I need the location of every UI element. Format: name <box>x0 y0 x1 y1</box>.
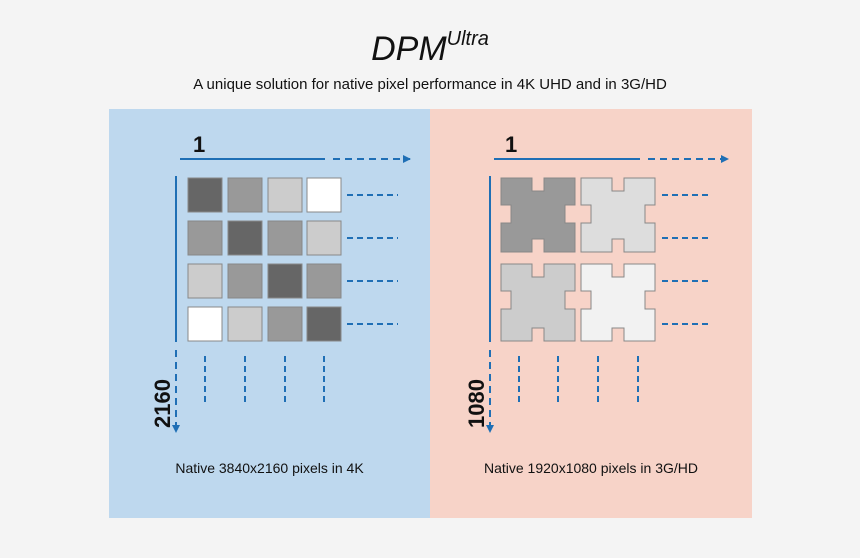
left-pixel-grid <box>187 177 342 342</box>
left-y-axis-label: 2160 <box>150 379 175 428</box>
caption-hd: Native 1920x1080 pixels in 3G/HD <box>483 460 698 476</box>
pixel-4k-r3c1 <box>187 263 223 299</box>
right-continuation-dashes <box>518 194 712 406</box>
pixel-4k-r2c1 <box>187 220 223 256</box>
pixel-hd-r2c2 <box>580 263 656 342</box>
title-superscript: Ultra <box>446 28 489 50</box>
left-x-axis-label: 1 <box>193 132 205 157</box>
pixel-hd-r2c1 <box>500 263 576 342</box>
pixel-hd-r1c1 <box>500 177 576 253</box>
pixel-4k-r1c3 <box>267 177 303 213</box>
pixel-4k-r2c2 <box>227 220 263 256</box>
diagram-subtitle: A unique solution for native pixel perfo… <box>193 76 667 93</box>
pixel-4k-r2c4 <box>306 220 342 256</box>
right-axes: 1 1080 <box>464 132 729 433</box>
pixel-4k-r1c2 <box>227 177 263 213</box>
right-x-axis-label: 1 <box>505 132 517 157</box>
pixel-4k-r4c4 <box>306 306 342 342</box>
pixel-4k-r4c3 <box>267 306 303 342</box>
pixel-4k-r3c3 <box>267 263 303 299</box>
left-continuation-dashes <box>204 194 398 406</box>
right-pixel-grid <box>500 177 656 342</box>
pixel-hd-r1c2 <box>580 177 656 253</box>
left-axes: 1 2160 <box>150 132 411 433</box>
caption-4k: Native 3840x2160 pixels in 4K <box>175 460 364 476</box>
diagram-title: DPMUltra <box>0 28 860 69</box>
pixel-4k-r1c1 <box>187 177 223 213</box>
pixel-4k-r3c4 <box>306 263 342 299</box>
title-main: DPM <box>371 30 447 68</box>
pixel-4k-r4c2 <box>227 306 263 342</box>
right-y-axis-label: 1080 <box>464 379 489 428</box>
pixel-4k-r1c4 <box>306 177 342 213</box>
pixel-4k-r2c3 <box>267 220 303 256</box>
pixel-4k-r4c1 <box>187 306 223 342</box>
pixel-4k-r3c2 <box>227 263 263 299</box>
